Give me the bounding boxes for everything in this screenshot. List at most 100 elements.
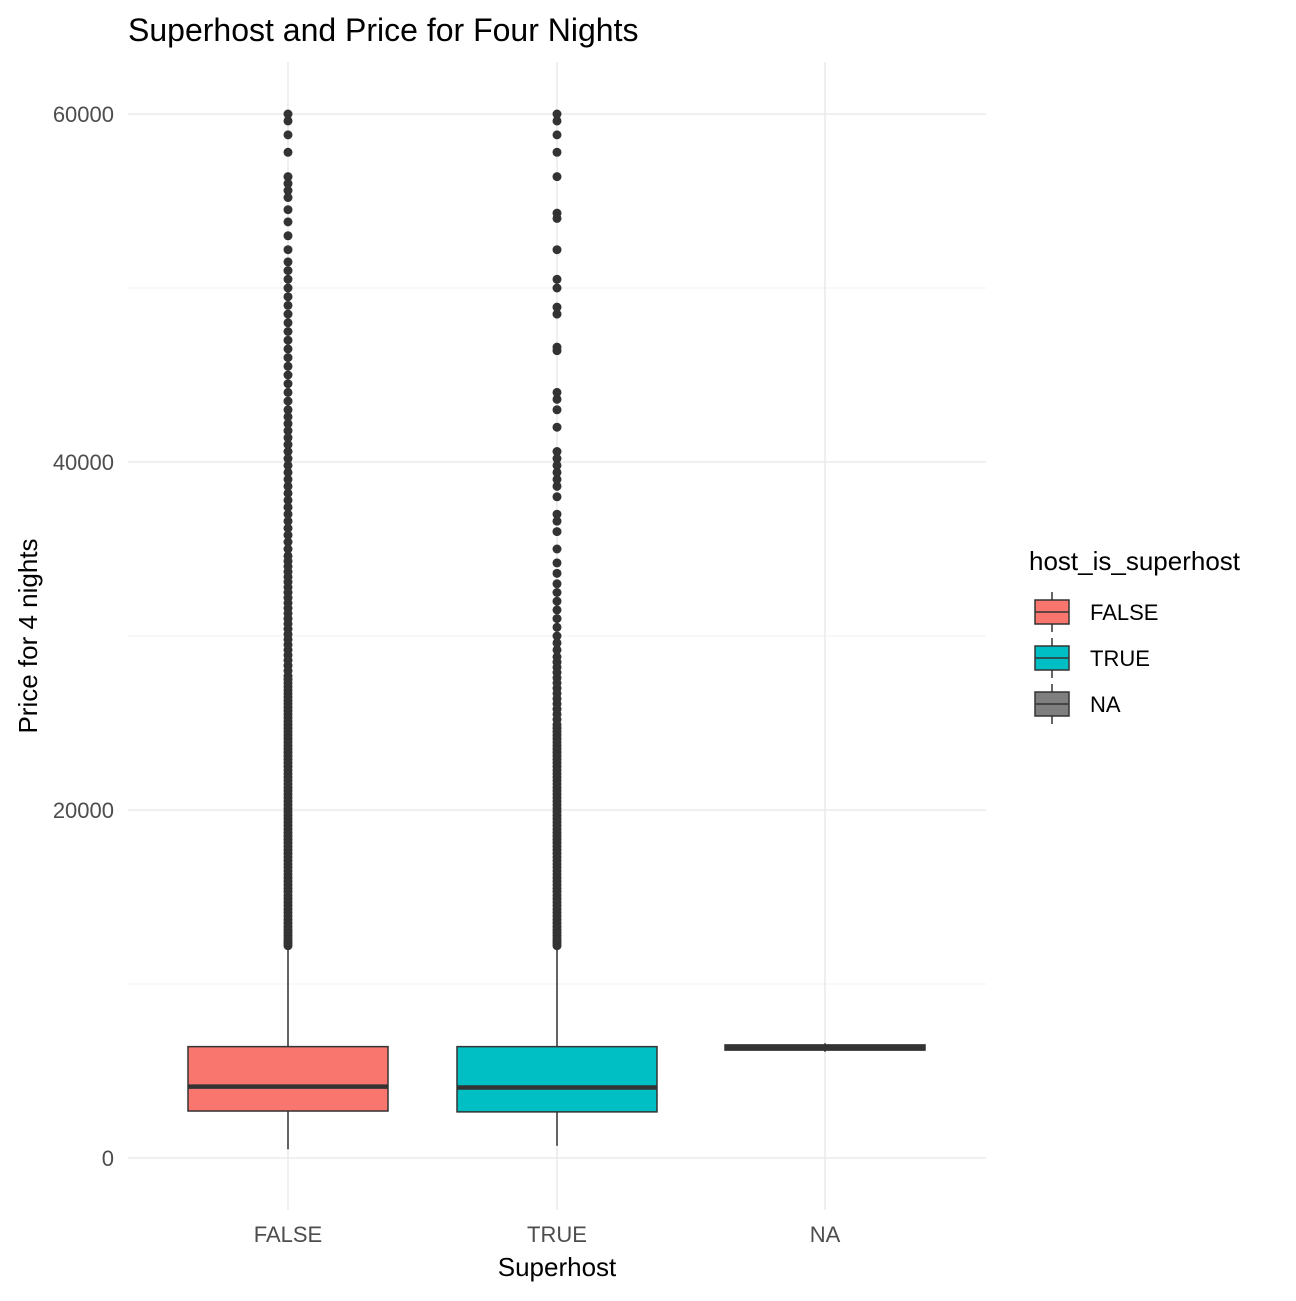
outlier-point (283, 335, 293, 345)
x-axis-title: Superhost (498, 1252, 617, 1282)
outlier-point (552, 631, 562, 641)
outlier-point (283, 509, 293, 519)
outlier-point (552, 130, 562, 140)
outlier-point (283, 193, 293, 203)
y-tick-label: 20000 (53, 798, 114, 823)
legend-item-true: TRUE (1034, 638, 1150, 678)
outlier-point (283, 530, 293, 540)
outlier-point (283, 467, 293, 477)
outlier-point (552, 516, 562, 526)
outlier-point (283, 502, 293, 512)
outlier-points (283, 109, 562, 951)
outlier-point (283, 440, 293, 450)
outlier-point (283, 426, 293, 436)
outlier-point (552, 652, 562, 662)
outlier-point (552, 422, 562, 432)
outlier-point (283, 231, 293, 241)
outlier-point (283, 292, 293, 302)
outlier-point (283, 396, 293, 406)
x-axis-ticks: FALSE TRUE NA (254, 1222, 841, 1247)
outlier-point (283, 205, 293, 215)
x-tick-label: TRUE (527, 1222, 587, 1247)
outlier-point (283, 516, 293, 526)
outlier-point (283, 172, 293, 182)
x-tick-label: NA (810, 1222, 841, 1247)
outlier-point (552, 481, 562, 491)
y-tick-label: 0 (102, 1146, 114, 1171)
outlier-point (283, 405, 293, 415)
outlier-point (283, 454, 293, 464)
outlier-point (552, 342, 562, 352)
outlier-point (552, 467, 562, 477)
outlier-point (552, 527, 562, 537)
outlier-point (552, 109, 562, 119)
outlier-point (283, 245, 293, 255)
legend-title: host_is_superhost (1029, 546, 1241, 576)
outlier-point (552, 274, 562, 284)
outlier-point (552, 460, 562, 470)
legend-item-na: NA (1034, 684, 1121, 724)
outlier-point (283, 433, 293, 443)
outlier-point (552, 645, 562, 655)
box-true (456, 1045, 658, 1113)
outlier-point (552, 387, 562, 397)
outlier-point (283, 147, 293, 157)
outlier-point (552, 245, 562, 255)
outlier-point (552, 147, 562, 157)
outlier-point (283, 300, 293, 310)
outlier-point (552, 208, 562, 218)
outlier-point (552, 474, 562, 484)
y-tick-label: 40000 (53, 450, 114, 475)
y-tick-label: 60000 (53, 102, 114, 127)
y-axis-ticks: 0 20000 40000 60000 (53, 102, 114, 1171)
outlier-point (552, 579, 562, 589)
outlier-point (283, 495, 293, 505)
outlier-point (552, 394, 562, 404)
outlier-point (552, 116, 562, 126)
outlier-point (283, 488, 293, 498)
outlier-point (283, 412, 293, 422)
outlier-point (283, 460, 293, 470)
outlier-point (283, 186, 293, 196)
outlier-point (552, 605, 562, 615)
outlier-point (283, 474, 293, 484)
outlier-point (283, 109, 293, 119)
outlier-point (283, 361, 293, 371)
outlier-point (552, 454, 562, 464)
legend-item-false: FALSE (1034, 592, 1158, 632)
outlier-point (283, 379, 293, 389)
outlier-point (283, 257, 293, 267)
outlier-point (552, 568, 562, 578)
outlier-point (283, 266, 293, 276)
outlier-point (283, 217, 293, 227)
outlier-point (283, 344, 293, 354)
outlier-point (283, 318, 293, 328)
outlier-point (283, 370, 293, 380)
outlier-point (283, 327, 293, 336)
outlier-point (552, 588, 562, 597)
outlier-point (283, 537, 293, 547)
outlier-point (552, 492, 562, 502)
outlier-point (283, 116, 293, 126)
outlier-point (552, 405, 562, 415)
legend-items: FALSE TRUE NA (1034, 592, 1158, 724)
outlier-point (283, 551, 293, 561)
outlier-point (552, 614, 562, 624)
outlier-point (552, 596, 562, 606)
outlier-point (552, 302, 562, 312)
chart-title: Superhost and Price for Four Nights (128, 12, 638, 48)
outlier-point (283, 283, 293, 293)
legend-label: FALSE (1090, 600, 1158, 625)
outlier-point (283, 353, 293, 363)
legend-label: TRUE (1090, 646, 1150, 671)
legend: host_is_superhost FALSE TRUE NA (1029, 546, 1241, 724)
outlier-point (283, 130, 293, 140)
outlier-point (552, 509, 562, 519)
outlier-point (552, 622, 562, 632)
legend-label: NA (1090, 692, 1121, 717)
outlier-point (283, 179, 293, 189)
outlier-point (283, 544, 293, 554)
outlier-point (552, 544, 562, 554)
